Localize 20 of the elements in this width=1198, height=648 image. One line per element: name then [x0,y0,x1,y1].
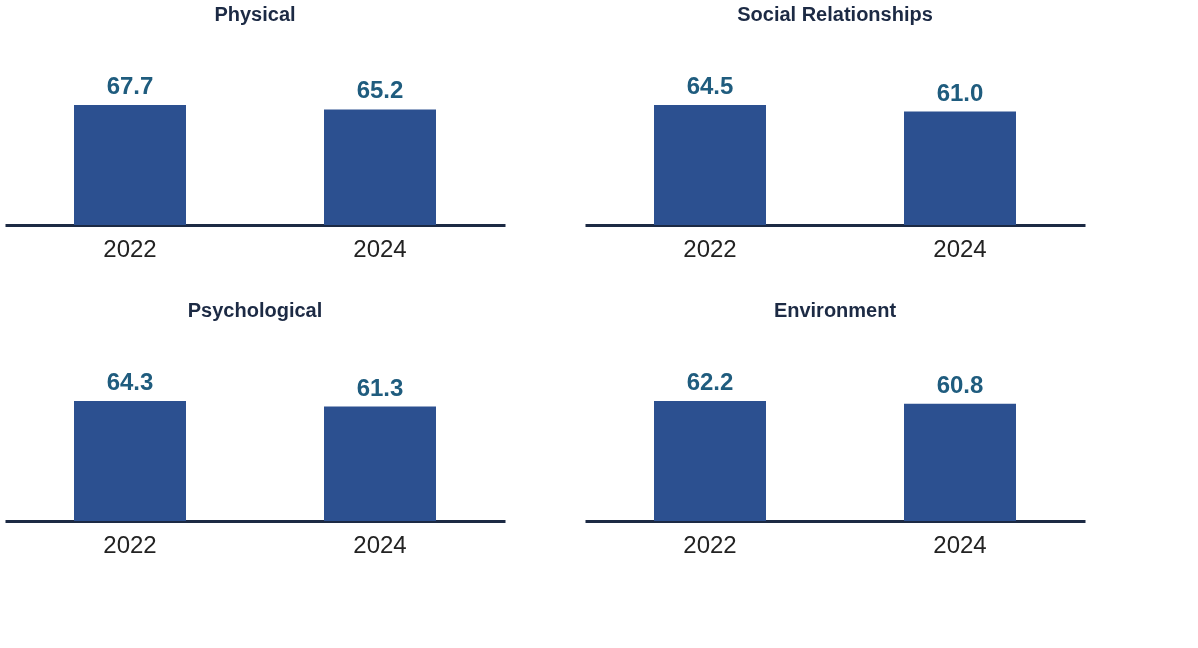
data-label: 61.0 [936,78,984,106]
chart-title: Environment [773,299,897,321]
x-tick-label: 2022 [683,530,737,558]
data-label: 64.5 [686,72,734,99]
x-tick-label: 2022 [103,234,157,262]
x-tick-label: 2024 [353,234,407,262]
data-label: 60.8 [936,370,984,398]
chart-title: Social Relationships [737,3,933,25]
data-label: 61.3 [356,373,404,401]
data-label: 65.2 [356,76,404,104]
x-tick-label: 2022 [683,234,737,262]
x-tick-label: 2024 [933,234,987,262]
x-tick-label: 2024 [933,530,987,558]
data-label: 64.3 [106,368,154,395]
chart-title: Psychological [187,299,323,321]
data-label: 67.7 [106,72,154,99]
chart-title: Physical [214,3,296,25]
x-tick-label: 2024 [353,530,407,558]
x-tick-label: 2022 [103,530,157,558]
data-label: 62.2 [686,368,734,395]
